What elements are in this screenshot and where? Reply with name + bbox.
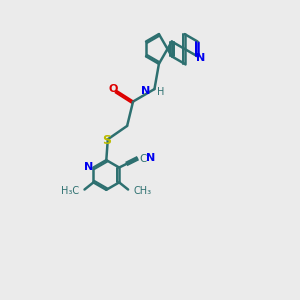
Text: N: N	[141, 86, 150, 96]
Text: N: N	[146, 153, 155, 163]
Text: H: H	[157, 87, 164, 97]
Text: N: N	[84, 162, 94, 172]
Text: CH₃: CH₃	[134, 186, 152, 196]
Text: C: C	[140, 154, 147, 164]
Text: N: N	[196, 53, 205, 63]
Text: S: S	[102, 134, 111, 147]
Text: H₃C: H₃C	[61, 186, 79, 196]
Text: O: O	[108, 84, 118, 94]
